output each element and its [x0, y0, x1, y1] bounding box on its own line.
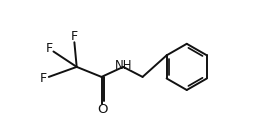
Text: F: F [45, 42, 53, 55]
Text: O: O [97, 103, 107, 116]
Text: F: F [40, 72, 47, 85]
Text: F: F [70, 30, 77, 43]
Text: NH: NH [115, 59, 133, 72]
